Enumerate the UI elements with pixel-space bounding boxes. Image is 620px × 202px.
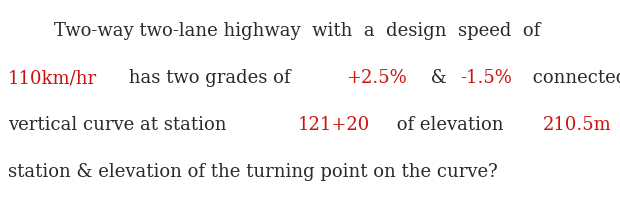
Text: +2.5%: +2.5%	[347, 69, 407, 87]
Text: station & elevation of the turning point on the curve?: station & elevation of the turning point…	[8, 162, 498, 180]
Text: connected with a: connected with a	[528, 69, 620, 87]
Text: of elevation: of elevation	[391, 115, 509, 133]
Text: Two-way two-lane highway  with  a  design  speed  of: Two-way two-lane highway with a design s…	[8, 22, 540, 40]
Text: 121+20: 121+20	[298, 115, 370, 133]
Text: 210.5m: 210.5m	[543, 115, 612, 133]
Text: &: &	[425, 69, 453, 87]
Text: 110km/hr: 110km/hr	[8, 69, 97, 87]
Text: vertical curve at station: vertical curve at station	[8, 115, 232, 133]
Text: has two grades of: has two grades of	[123, 69, 296, 87]
Text: -1.5%: -1.5%	[461, 69, 512, 87]
